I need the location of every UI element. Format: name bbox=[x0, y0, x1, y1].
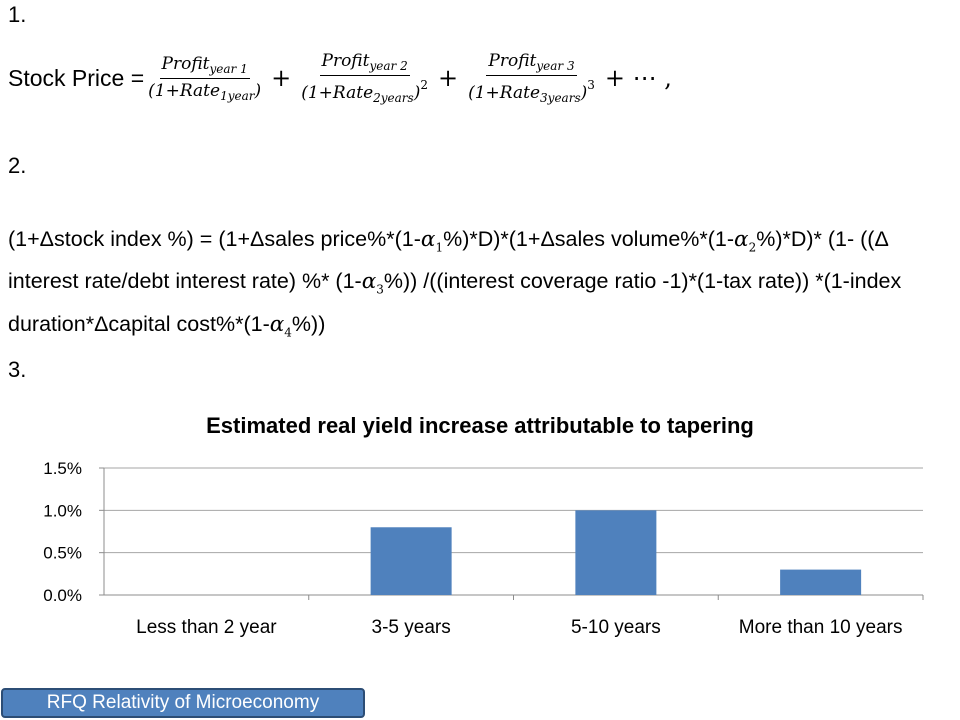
bar bbox=[780, 569, 862, 595]
section-3-number: 3. bbox=[8, 357, 27, 382]
alpha-1-symbol: α1 bbox=[420, 227, 444, 255]
formula-tail: + ⋯ , bbox=[604, 64, 672, 92]
chart-title: Estimated real yield increase attributab… bbox=[206, 413, 754, 438]
alpha-4-symbol: α4 bbox=[269, 311, 292, 339]
section-1-number: 1. bbox=[8, 2, 27, 27]
stock-index-formula: (1+Δstock index %) = (1+Δsales price%*(1… bbox=[8, 227, 902, 339]
plus-operator: + bbox=[438, 64, 459, 92]
fraction-year2: Profityear 2 (1+Rate2years)2 bbox=[301, 51, 428, 105]
x-tick-label: 5-10 years bbox=[571, 617, 661, 638]
bar-chart: 0.0% 0.5% 1.0% 1.5% Less than 2 year 3-5 year… bbox=[43, 459, 924, 638]
section-2-number: 2. bbox=[8, 153, 27, 178]
plus-operator: + bbox=[271, 64, 292, 92]
y-tick-label: 1.0% bbox=[43, 501, 82, 520]
fraction-year1: Profityear 1 (1+Rate1year) bbox=[148, 53, 262, 103]
y-tick-label: 0.5% bbox=[43, 544, 82, 563]
formula-lhs: Stock Price = bbox=[8, 64, 145, 91]
bar bbox=[370, 527, 452, 595]
alpha-2-symbol: α2 bbox=[734, 227, 757, 255]
y-tick-label: 1.5% bbox=[43, 459, 82, 478]
bar bbox=[575, 510, 657, 595]
x-tick-label: 3-5 years bbox=[372, 617, 451, 638]
y-tick-label: 0.0% bbox=[43, 586, 82, 605]
x-tick-label: Less than 2 year bbox=[136, 617, 277, 638]
rfq-footer-button[interactable]: RFQ Relativity of Microeconomy bbox=[1, 688, 365, 718]
x-tick-label: More than 10 years bbox=[739, 617, 903, 638]
alpha-3-symbol: α3 bbox=[361, 269, 384, 297]
stock-price-formula: Stock Price = Profityear 1 (1+Rate1year)… bbox=[8, 38, 678, 118]
fraction-year3: Profityear 3 (1+Rate3years)3 bbox=[468, 51, 595, 105]
